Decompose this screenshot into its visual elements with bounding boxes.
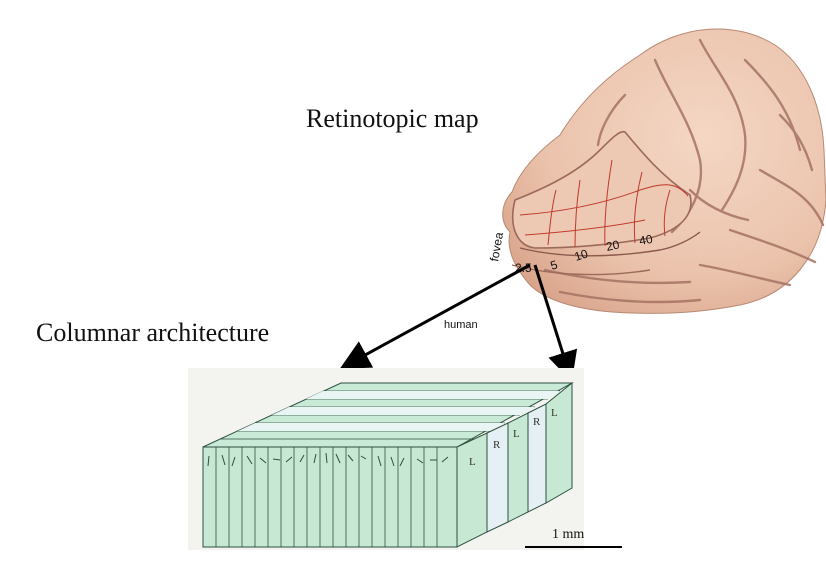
- fovea-label: fovea: [487, 231, 506, 263]
- column-letter-5: L: [551, 407, 558, 419]
- column-letter-2: R: [493, 439, 501, 451]
- brain-sulci: [543, 38, 825, 304]
- columnar-architecture-title: Columnar architecture: [36, 318, 270, 347]
- column-letter-3: L: [513, 428, 520, 440]
- eccentricity-5: 5: [549, 257, 560, 272]
- scale-bar-label: 1 mm: [552, 527, 584, 542]
- eccentricity-10: 10: [573, 246, 590, 264]
- columnar-block: L R L R L: [188, 368, 584, 550]
- eccentricity-40: 40: [638, 232, 654, 248]
- block-front-face: [202, 446, 458, 548]
- arrows: [339, 263, 578, 382]
- arrow-right: [533, 264, 578, 382]
- eccentricity-20: 20: [605, 237, 621, 254]
- top-face-pale-bands: [238, 391, 560, 431]
- human-label: human: [444, 319, 478, 331]
- arrow-left: [339, 263, 531, 369]
- front-face-columns: [215, 447, 438, 547]
- column-letter-1: L: [469, 456, 476, 468]
- retinotopic-lines: [519, 159, 689, 248]
- retinotopic-map-title: Retinotopic map: [306, 104, 479, 133]
- ocular-dominance-side: [456, 381, 573, 548]
- calcarine-region: [511, 130, 692, 249]
- column-letter-4: R: [533, 416, 541, 428]
- orientation-ticks: [207, 452, 449, 467]
